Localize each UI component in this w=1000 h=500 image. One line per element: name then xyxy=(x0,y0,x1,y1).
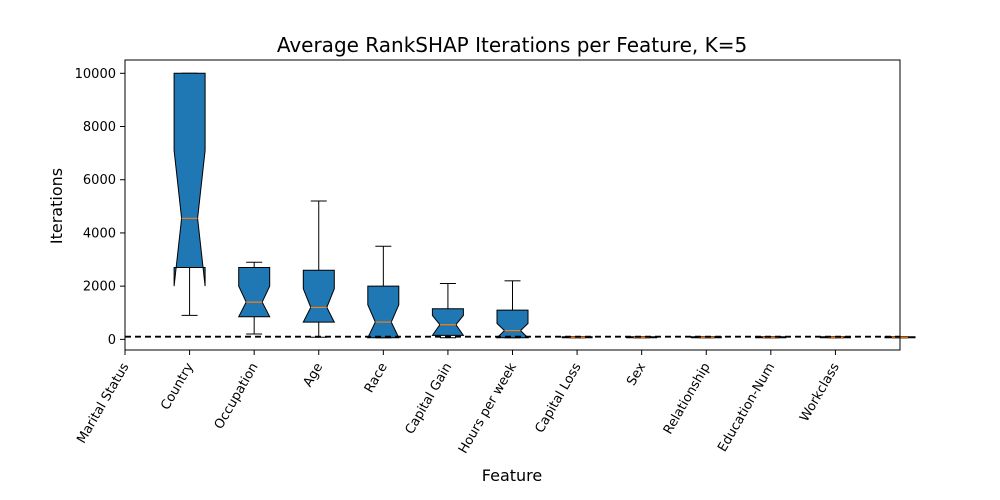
box-2 xyxy=(237,261,271,335)
y-tick-label: 2000 xyxy=(83,280,116,295)
box-body xyxy=(302,269,336,323)
x-tick-label: Country xyxy=(158,360,197,412)
x-tick-label: Hours per week xyxy=(456,360,520,456)
x-tick-label: Relationship xyxy=(661,361,714,438)
y-tick-label: 4000 xyxy=(83,226,116,241)
y-axis-label: Iterations xyxy=(47,168,66,244)
x-tick-label: Race xyxy=(362,360,391,395)
plot-frame xyxy=(124,59,901,351)
box-5 xyxy=(431,282,465,339)
box-body xyxy=(237,267,271,318)
x-tick-label: Capital Loss xyxy=(532,360,584,435)
plot-area: 0 2000 4000 6000 8000 10000 Marital Status Coun… xyxy=(74,67,916,456)
box-body xyxy=(431,308,465,336)
box-body xyxy=(495,309,530,339)
x-tick-label: Marital Status xyxy=(74,360,132,446)
box-body xyxy=(367,285,400,339)
x-tick-label: Capital Gain xyxy=(403,360,456,436)
box-body xyxy=(173,72,206,287)
y-tick-label: 6000 xyxy=(83,173,116,188)
chart-title: Average RankSHAP Iterations per Feature,… xyxy=(277,33,747,57)
box-1 xyxy=(173,72,206,316)
x-tick-label: Education-Num xyxy=(715,361,778,455)
x-tick-label: Age xyxy=(301,361,327,390)
y-tick-label: 0 xyxy=(108,333,116,348)
y-tick-label: 8000 xyxy=(83,120,116,135)
y-tick-label: 10000 xyxy=(75,67,116,82)
x-tick-label: Sex xyxy=(624,360,649,388)
box-3 xyxy=(302,200,336,338)
x-tick-label: Workclass xyxy=(797,360,843,424)
x-tick-label: Occupation xyxy=(212,361,262,432)
box-6 xyxy=(495,280,530,339)
box-4 xyxy=(367,245,400,339)
x-axis-label: Feature xyxy=(482,466,542,485)
